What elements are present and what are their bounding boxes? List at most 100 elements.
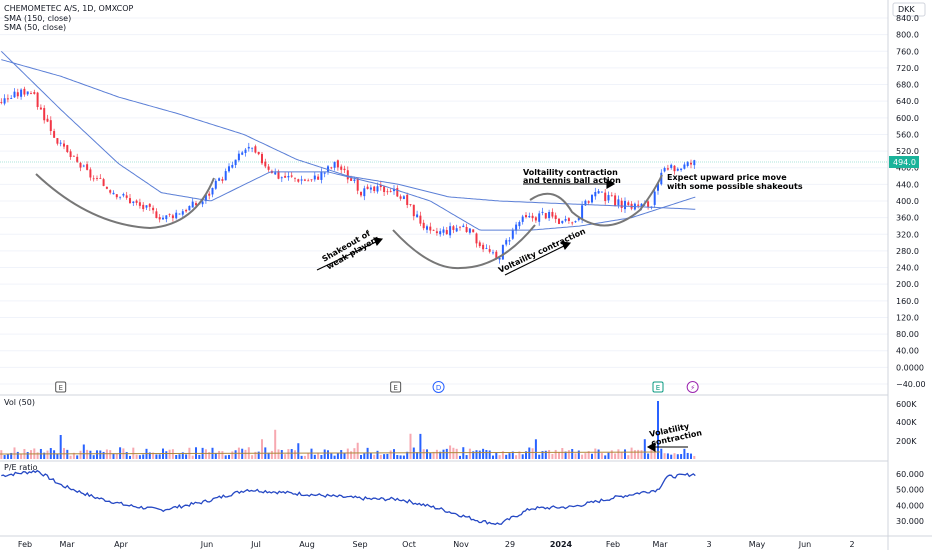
- price-tick-label: 240.0: [896, 264, 919, 273]
- volume-bar: [584, 453, 587, 459]
- candle-body: [168, 213, 171, 215]
- volume-bar: [402, 455, 405, 459]
- candle-body: [399, 196, 402, 199]
- candle-body: [389, 191, 392, 192]
- volume-bar: [386, 453, 389, 459]
- candle-body: [148, 203, 151, 207]
- pe-axis: 60.000 50.000 40.000 30.000: [896, 470, 924, 526]
- event-marker-box[interactable]: [390, 381, 402, 393]
- time-tick-label: Sep: [352, 540, 367, 549]
- candle-body: [346, 170, 349, 180]
- candle-body: [218, 178, 221, 181]
- candle-body: [228, 166, 230, 172]
- time-tick-label: Feb: [18, 540, 32, 549]
- volume-bar: [231, 451, 234, 459]
- candle-body: [181, 211, 184, 215]
- volume-bar: [525, 451, 527, 459]
- candle-body: [538, 213, 541, 222]
- volume-bar: [482, 448, 485, 459]
- volume-bar: [534, 439, 537, 459]
- event-marker-circle[interactable]: [432, 381, 445, 393]
- volume-bar: [686, 452, 689, 459]
- volume-bar: [86, 449, 89, 459]
- candle-body: [498, 257, 501, 260]
- time-tick-label: Apr: [114, 540, 129, 549]
- pe-ratio-line: [1, 469, 696, 526]
- candle-body: [515, 224, 518, 231]
- candle-body: [422, 222, 425, 229]
- event-marker-circle[interactable]: [686, 381, 699, 393]
- price-tick-label: 600.0: [896, 114, 919, 123]
- candle-body: [201, 201, 204, 205]
- volume-bar: [346, 448, 349, 459]
- volume-bar: [340, 450, 343, 459]
- currency-label: DKK: [898, 5, 915, 14]
- candle-body: [564, 219, 567, 221]
- candle-body: [254, 146, 257, 153]
- volume-bar: [310, 448, 313, 459]
- candle-body: [231, 164, 234, 168]
- candle-body: [379, 184, 382, 188]
- price-tick-label: 120.0: [896, 313, 919, 322]
- candle-body: [327, 166, 329, 172]
- candle-body: [518, 222, 521, 227]
- volume-bar: [455, 448, 458, 459]
- volume-tick-label: 600K: [896, 400, 917, 409]
- candle-body: [317, 176, 320, 180]
- volume-bar: [254, 451, 257, 459]
- candle-body: [129, 198, 131, 204]
- candle-body: [663, 168, 666, 172]
- candle-body: [290, 175, 293, 177]
- currency-box[interactable]: [892, 2, 926, 17]
- volume-bar: [198, 454, 201, 459]
- candle-body: [485, 247, 488, 249]
- candle-body: [396, 188, 399, 197]
- volume-bar: [620, 452, 623, 459]
- candle-body: [142, 204, 145, 210]
- time-tick-label: Nov: [453, 540, 469, 549]
- candle-body: [402, 196, 405, 200]
- candle-body: [554, 215, 557, 220]
- price-tick-label: 400.0: [896, 197, 919, 206]
- candle-body: [224, 171, 227, 181]
- candle-body: [541, 211, 544, 213]
- candle-body: [594, 192, 597, 197]
- candle-body: [132, 201, 135, 203]
- volume-bar: [234, 450, 237, 459]
- time-tick-label: 29: [505, 540, 515, 549]
- candle-body: [591, 194, 593, 203]
- volume-bar: [660, 448, 663, 459]
- volume-bar: [336, 452, 339, 459]
- candle-body: [640, 203, 643, 207]
- candle-body: [383, 186, 386, 193]
- volume-bar: [426, 449, 428, 459]
- volume-bar: [6, 454, 9, 459]
- volume-bar: [102, 451, 105, 459]
- candle-body: [366, 186, 369, 189]
- volume-bar: [528, 447, 531, 459]
- volume-bar: [330, 453, 333, 459]
- volume-bar: [607, 452, 610, 459]
- volume-bar: [152, 452, 155, 459]
- volume-bar: [472, 451, 475, 459]
- candle-body: [257, 151, 260, 155]
- volume-bar: [112, 453, 115, 459]
- candle-body: [435, 231, 438, 234]
- volume-bar: [307, 452, 310, 459]
- candle-body: [237, 153, 240, 161]
- candle-body: [673, 165, 676, 172]
- event-marker-label: E: [58, 384, 62, 392]
- volume-bar: [181, 452, 184, 459]
- pe-tick-label: 40.000: [896, 501, 924, 510]
- candle-body: [72, 155, 75, 157]
- event-marker-box[interactable]: [55, 381, 67, 393]
- volume-bar: [617, 449, 620, 459]
- volume-bar: [158, 454, 161, 459]
- price-tick-label: −40.00: [896, 380, 926, 389]
- volume-bar: [13, 447, 16, 459]
- volume-bar: [168, 449, 171, 459]
- candle-body: [241, 152, 244, 155]
- volume-bar: [531, 448, 534, 459]
- volume-bar: [277, 449, 280, 459]
- event-marker-box[interactable]: [652, 381, 664, 393]
